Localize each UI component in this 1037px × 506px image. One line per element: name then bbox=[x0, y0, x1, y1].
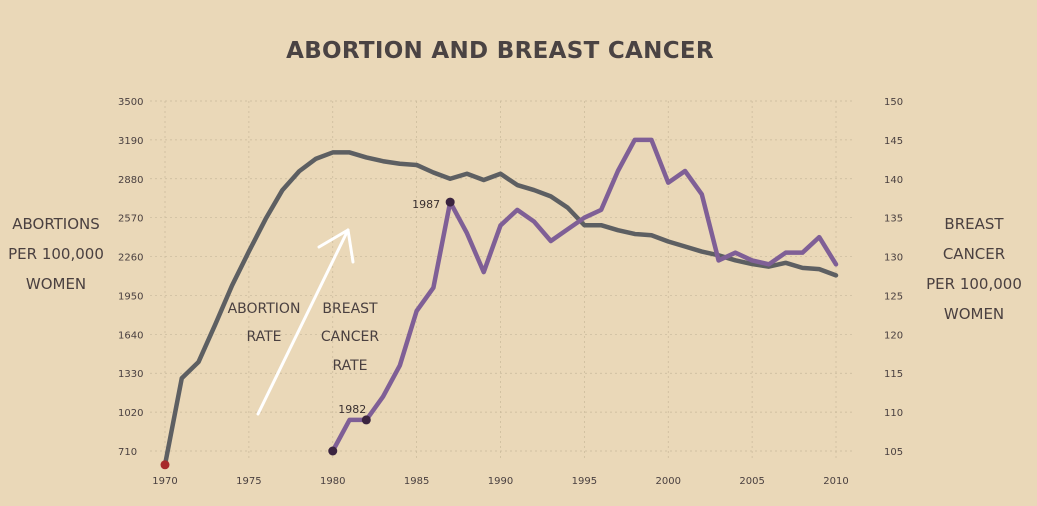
y-right-tick-label: 130 bbox=[884, 253, 903, 264]
x-tick-label: 2005 bbox=[739, 476, 764, 487]
y-right-tick-label: 125 bbox=[884, 291, 903, 302]
right-axis-title-line: CANCER bbox=[942, 245, 1006, 263]
y-left-tick-label: 3500 bbox=[118, 97, 143, 108]
x-tick-label: 1980 bbox=[320, 476, 345, 487]
y-right-tick-label: 120 bbox=[884, 330, 903, 341]
y-left-tick-label: 710 bbox=[118, 447, 137, 458]
x-tick-label: 2010 bbox=[823, 476, 848, 487]
right-axis-title-line: PER 100,000 bbox=[926, 275, 1022, 293]
left-axis-title-line: ABORTIONS bbox=[12, 215, 100, 233]
y-left-tick-label: 1950 bbox=[118, 291, 143, 302]
y-right-tick-label: 140 bbox=[884, 175, 903, 186]
breast-cancer-highlight-point bbox=[328, 446, 338, 456]
breast-cancer-rate-label: RATE bbox=[332, 358, 367, 374]
y-left-tick-label: 3190 bbox=[118, 136, 143, 147]
y-left-tick-label: 1640 bbox=[118, 330, 143, 341]
annotation-1987: 1987 bbox=[412, 198, 440, 211]
x-tick-label: 1995 bbox=[572, 476, 597, 487]
breast-cancer-rate-line bbox=[330, 137, 839, 454]
y-left-tick-label: 2570 bbox=[118, 214, 143, 225]
left-axis-title: ABORTIONS PER 100,000 WOMEN bbox=[2, 209, 110, 299]
breast-cancer-highlight-point bbox=[445, 197, 455, 207]
right-axis-title: BREAST CANCER PER 100,000 WOMEN bbox=[916, 209, 1032, 329]
right-axis-title-line: BREAST bbox=[944, 215, 1004, 233]
y-right-tick-label: 145 bbox=[884, 136, 903, 147]
arrow-icon bbox=[256, 228, 350, 416]
y-left-tick-label: 1330 bbox=[118, 369, 143, 380]
breast-cancer-highlight-point bbox=[361, 415, 371, 425]
left-axis-title-line: PER 100,000 bbox=[8, 245, 104, 263]
chart-title: ABORTION AND BREAST CANCER bbox=[286, 38, 714, 64]
annotation-1982: 1982 bbox=[338, 403, 366, 416]
abortion-rate-label: RATE bbox=[246, 329, 281, 345]
arrow-head-icon bbox=[317, 228, 355, 264]
abortion-rate-label: ABORTION bbox=[228, 301, 301, 317]
x-tick-label: 1985 bbox=[404, 476, 429, 487]
y-right-tick-label: 150 bbox=[884, 97, 903, 108]
y-right-tick-label: 110 bbox=[884, 408, 903, 419]
x-tick-label: 1975 bbox=[236, 476, 261, 487]
x-tick-label: 2000 bbox=[656, 476, 681, 487]
x-tick-label: 1990 bbox=[488, 476, 513, 487]
right-axis-title-line: WOMEN bbox=[943, 305, 1005, 323]
y-right-tick-label: 135 bbox=[884, 214, 903, 225]
breast-cancer-rate-label: BREAST bbox=[322, 301, 378, 317]
y-left-tick-label: 2880 bbox=[118, 175, 143, 186]
x-tick-label: 1970 bbox=[152, 476, 177, 487]
y-right-tick-label: 105 bbox=[884, 447, 903, 458]
abortion-start-point bbox=[160, 460, 170, 470]
y-right-tick-label: 115 bbox=[884, 369, 903, 380]
y-left-tick-label: 1020 bbox=[118, 408, 143, 419]
y-left-tick-label: 2260 bbox=[118, 253, 143, 264]
breast-cancer-rate-label: CANCER bbox=[321, 329, 379, 345]
left-axis-title-line: WOMEN bbox=[25, 275, 87, 293]
